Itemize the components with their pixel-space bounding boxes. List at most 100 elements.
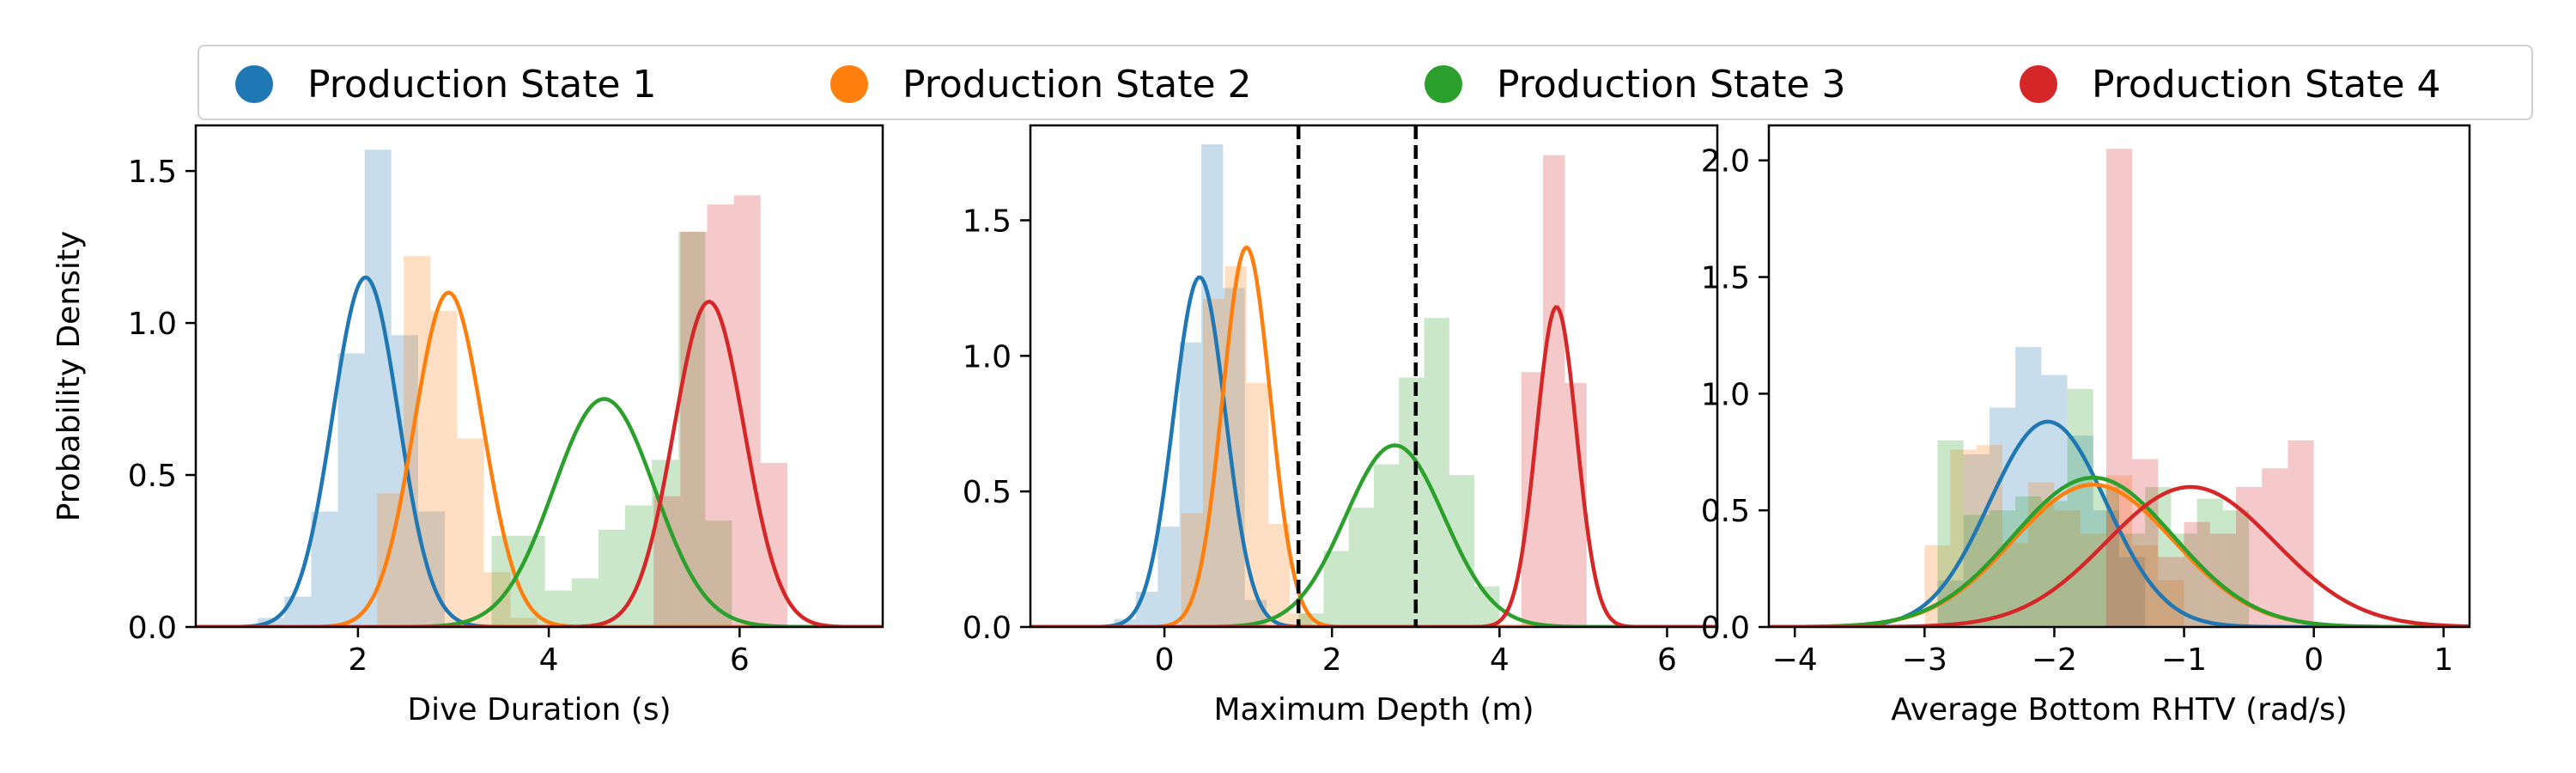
x-tick-label: 4: [539, 642, 559, 678]
histogram-bar: [2105, 149, 2133, 627]
histogram-bar: [1290, 613, 1312, 627]
density-curve-state-1: [1030, 275, 1717, 627]
histogram-bar: [680, 231, 708, 627]
histogram-bar: [2132, 459, 2159, 627]
histogram-bar: [2015, 347, 2042, 627]
y-tick-label: 0.5: [1701, 494, 1750, 529]
histogram-bar: [457, 438, 484, 627]
y-tick-label: 0.5: [128, 459, 177, 494]
histogram-bar: [1399, 377, 1425, 627]
histogram-bar: [1424, 318, 1449, 627]
y-tick-label: 0.5: [963, 475, 1012, 510]
histogram-bar: [2287, 440, 2314, 627]
plot-area: [1030, 125, 1717, 627]
legend-marker-state-2: [830, 65, 868, 103]
x-axis-label: Maximum Depth (m): [1213, 692, 1534, 727]
x-tick-label: −4: [1772, 642, 1818, 678]
x-tick-label: −2: [2032, 642, 2077, 678]
histogram-bar: [2196, 498, 2223, 627]
histogram-bar: [1374, 464, 1400, 627]
y-tick-label: 1.0: [1701, 377, 1750, 412]
legend-marker-state-1: [235, 65, 273, 103]
histogram-bar: [417, 511, 445, 627]
histogram-bar: [2119, 533, 2146, 627]
histogram-bar: [571, 578, 598, 627]
x-tick-label: −3: [1902, 642, 1947, 678]
axes-frame: [194, 124, 884, 629]
x-tick-label: 6: [730, 642, 750, 678]
histogram-bar: [1976, 445, 2002, 627]
x-tick-label: 2: [1322, 642, 1342, 678]
density-curve-state-4: [196, 299, 883, 627]
histogram-bar: [2105, 475, 2133, 627]
y-tick-label: 1.5: [1701, 261, 1750, 296]
histogram-bar: [2093, 510, 2119, 627]
histogram-bar: [707, 204, 734, 627]
histogram-bar: [364, 149, 392, 627]
legend-label-state-1: Production State 1: [307, 62, 657, 107]
histogram-bar: [1924, 545, 1951, 627]
histogram-bar: [1246, 382, 1269, 627]
density-curve-state-3: [196, 397, 883, 627]
histogram-bar: [1963, 453, 1990, 627]
histogram-bar: [1135, 591, 1158, 627]
histogram-bar: [1543, 155, 1565, 627]
histogram-bar: [1989, 510, 2016, 627]
histogram-bar: [2041, 501, 2068, 627]
x-tick-label: 2: [348, 642, 368, 678]
panel-dive-duration: 2 4 6 0.0 0.5 1.0 1.5 Dive Duration (s) Probabil…: [52, 124, 884, 727]
x-tick-label: 1: [2433, 642, 2453, 678]
histogram-bar: [760, 462, 787, 627]
plot-area: [196, 149, 883, 627]
histogram-bar: [2093, 487, 2119, 627]
y-tick-label: 2.0: [1701, 144, 1750, 180]
legend-marker-state-3: [1425, 65, 1462, 103]
histogram-bar: [1348, 508, 1374, 627]
x-tick-label: −1: [2161, 642, 2207, 678]
histogram-bar: [483, 572, 511, 627]
y-tick-label: 1.0: [963, 339, 1012, 374]
histogram-bar: [2054, 510, 2081, 627]
y-tick-label: 1.5: [963, 204, 1012, 239]
panel-average-bottom-rhtv: −4 −3 −2 −1 0 1 0.0 0.5 1.0 1.5 2.0 Average Bottom …: [1701, 124, 2471, 727]
legend-item-state-4: Production State 4: [2020, 46, 2441, 122]
x-axis-label: Dive Duration (s): [407, 692, 671, 727]
histogram-bar: [311, 511, 338, 627]
histogram-bar: [1323, 551, 1349, 627]
legend-label-state-3: Production State 3: [1497, 62, 1846, 107]
density-curve-state-1: [196, 275, 883, 627]
y-tick-label: 1.5: [128, 155, 177, 190]
histogram-bar: [404, 256, 431, 627]
histogram-bar: [430, 310, 458, 627]
y-axis-label: Probability Density: [52, 231, 87, 522]
histogram-bar: [2222, 510, 2250, 627]
histogram-bar: [510, 618, 538, 627]
histogram-bar: [2080, 533, 2106, 627]
density-curve-state-4: [1030, 305, 1717, 627]
legend-label-state-4: Production State 4: [2092, 62, 2441, 107]
histogram-bar: [2067, 388, 2093, 627]
histogram-bar: [1157, 526, 1180, 627]
x-tick-label: 6: [1657, 642, 1677, 678]
legend-item-state-2: Production State 2: [830, 46, 1252, 122]
y-tick-label: 0.0: [128, 611, 177, 646]
legend-item-state-3: Production State 3: [1425, 46, 1846, 122]
x-tick-label: 4: [1490, 642, 1510, 678]
histogram-bar: [625, 505, 653, 627]
y-tick-label: 1.0: [128, 307, 177, 342]
y-tick-label: 0.0: [963, 611, 1012, 646]
legend: Production State 1 Production State 2 Pr…: [197, 45, 2533, 120]
axes-frame: [1767, 124, 2471, 629]
legend-item-state-1: Production State 1: [235, 46, 657, 122]
x-axis-label: Average Bottom RHTV (rad/s): [1891, 692, 2348, 727]
panel-maximum-depth: 0 2 4 6 0.0 0.5 1.0 1.5 Maximum Depth (m): [963, 124, 1719, 727]
histogram-bar: [2158, 557, 2184, 627]
plot-area: [1769, 149, 2470, 627]
x-tick-label: 0: [1155, 642, 1175, 678]
x-tick-label: 0: [2304, 642, 2324, 678]
y-tick-label: 0.0: [1701, 611, 1750, 646]
legend-label-state-2: Production State 2: [902, 62, 1252, 107]
axes-frame: [1029, 124, 1719, 629]
legend-marker-state-4: [2020, 65, 2057, 103]
